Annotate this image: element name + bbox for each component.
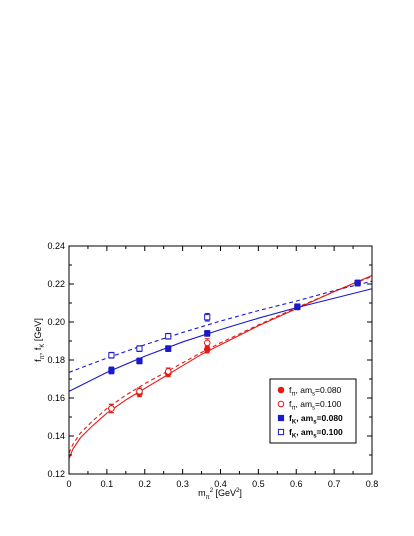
legend-label-fpi_080: fπ, ams=0.080 [289,385,342,398]
point-fpi_100 [136,388,143,395]
axis-ticks: 0 0.1 0.2 0.3 0.4 0.5 0.6 0.7 0.8 0.12 0.14 0.16 0.1… [47,241,378,489]
point-fpi_100 [203,339,211,347]
legend-label-fk_100: fK, ams=0.100 [289,427,343,440]
legend-label-fk_080: fK, ams=0.080 [289,413,343,426]
point-fk_080 [108,367,115,374]
fit-curve-fit_fpi_080 [68,274,373,460]
y-tick-label: 0.16 [47,393,65,403]
legend-marker-fpi_100 [277,400,285,408]
x-tick-label: 0.5 [252,479,265,489]
point-fk_100 [204,314,211,321]
x-tick-label: 0.8 [366,479,379,489]
legend-label-fpi_100: fπ, ams=0.100 [289,399,342,412]
y-axis-title: fπ, fK [GeV] [33,318,46,362]
x-tick-label: 0.2 [138,479,151,489]
point-fk_100 [136,345,143,352]
legend-marker-fk_100 [277,428,285,436]
x-tick-label: 0.3 [176,479,189,489]
x-tick-label: 0.7 [328,479,341,489]
y-tick-label: 0.12 [47,469,65,479]
point-fk_080 [294,303,301,310]
fit-curve-fit_fpi_100 [68,275,373,454]
fit-curve-fit_fk_080 [68,288,373,392]
data-markers [108,279,361,414]
legend-box [269,378,357,444]
x-tick-label: 0 [66,479,71,489]
point-fpi_080 [203,346,211,353]
x-tick-label: 0.1 [101,479,114,489]
point-fpi_100 [108,405,115,412]
point-fk_080 [204,330,211,337]
point-fpi_100 [164,368,172,375]
point-fk_100 [165,333,172,340]
point-fk_080 [354,279,361,287]
legend-marker-fk_080 [277,414,285,422]
y-tick-label: 0.22 [47,279,65,289]
x-axis-title: mπ2 [GeV2] [198,488,242,501]
y-tick-label: 0.14 [47,431,65,441]
point-fk_080 [136,357,143,365]
point-fk_080 [165,345,172,352]
fit-curves [68,274,373,460]
y-tick-label: 0.18 [47,355,65,365]
legend-marker-fpi_080 [277,386,285,394]
y-tick-label: 0.24 [47,241,65,251]
point-fk_100 [108,352,115,359]
y-tick-label: 0.20 [47,317,65,327]
x-tick-label: 0.4 [214,479,227,489]
x-tick-label: 0.6 [290,479,303,489]
